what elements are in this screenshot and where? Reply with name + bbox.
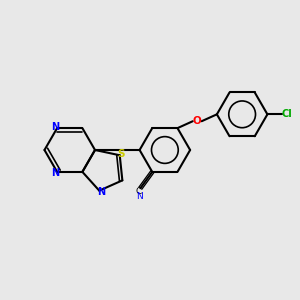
Text: O: O	[193, 116, 202, 126]
Text: Cl: Cl	[281, 109, 292, 119]
Text: N: N	[97, 187, 105, 197]
Text: N: N	[52, 122, 60, 132]
Text: C: C	[136, 187, 142, 196]
Text: N: N	[52, 168, 60, 178]
Text: N: N	[136, 192, 143, 201]
Text: S: S	[118, 149, 125, 159]
